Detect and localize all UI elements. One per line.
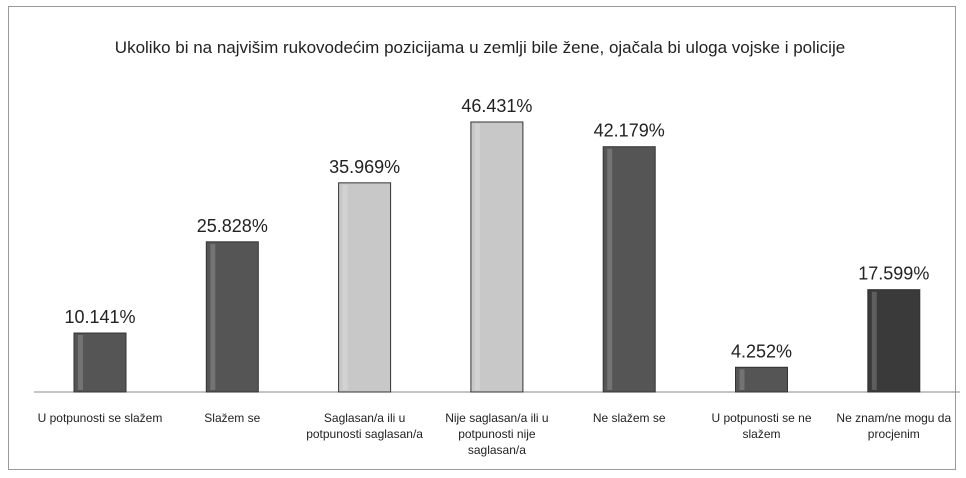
bar-highlight [739, 369, 745, 390]
bar-highlight [607, 148, 613, 390]
value-label: 46.431% [461, 96, 532, 116]
bar [602, 146, 656, 393]
value-label: 17.599% [858, 264, 929, 284]
bar [338, 182, 392, 393]
value-label: 10.141% [64, 307, 135, 327]
bar-highlight [342, 184, 348, 390]
bar [867, 289, 921, 393]
bar-highlight [210, 243, 216, 390]
bar [470, 121, 524, 393]
bar [735, 366, 788, 393]
value-label: 35.969% [329, 157, 400, 177]
category-label: Ne slažem se [592, 411, 666, 425]
chart-title: Ukoliko bi na najvišim rukovodećim pozic… [114, 38, 846, 57]
bar [73, 332, 127, 393]
bar-highlight [871, 291, 877, 390]
value-label: 25.828% [197, 216, 268, 236]
category-label: Slažem se [204, 411, 261, 425]
category-label: U potpunosti se ne slažem [711, 411, 812, 441]
category-label: Nije saglasan/a ili u potpunosti nije sa… [445, 411, 549, 457]
value-label: 4.252% [731, 341, 792, 361]
category-label: Ne znam/ne mogu da procjenim [836, 411, 952, 441]
category-label: U potpunosti se slažem [37, 411, 163, 425]
category-label: Saglasan/a ili u potpunosti saglasan/a [306, 411, 423, 441]
bar-highlight [78, 335, 83, 390]
bar-highlight [474, 124, 480, 390]
value-label: 42.179% [594, 121, 665, 141]
bar [205, 241, 259, 393]
